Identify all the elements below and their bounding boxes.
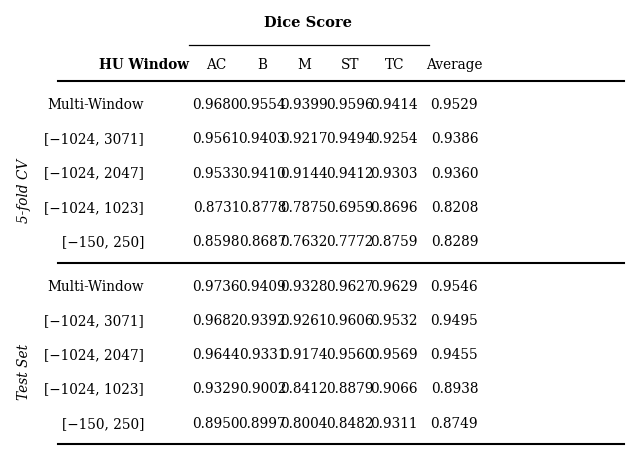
Text: 0.9736: 0.9736: [193, 280, 240, 294]
Text: 0.9554: 0.9554: [239, 98, 286, 112]
Text: 0.8879: 0.8879: [326, 382, 374, 396]
Text: [−1024, 3071]: [−1024, 3071]: [44, 132, 144, 146]
Text: 0.9455: 0.9455: [431, 348, 478, 362]
Text: 0.8208: 0.8208: [431, 201, 478, 215]
Text: 0.9311: 0.9311: [371, 417, 418, 431]
Text: 0.9331: 0.9331: [239, 348, 286, 362]
Text: 0.9596: 0.9596: [326, 98, 374, 112]
Text: 0.8950: 0.8950: [193, 417, 240, 431]
Text: 0.8004: 0.8004: [280, 417, 328, 431]
Text: 0.9412: 0.9412: [326, 167, 374, 181]
Text: 0.9546: 0.9546: [431, 280, 478, 294]
Text: 0.9680: 0.9680: [193, 98, 240, 112]
Text: 0.9254: 0.9254: [371, 132, 418, 146]
Text: 0.9217: 0.9217: [280, 132, 328, 146]
Text: 0.9495: 0.9495: [431, 314, 478, 328]
Text: 0.8997: 0.8997: [239, 417, 286, 431]
Text: 0.8938: 0.8938: [431, 382, 478, 396]
Text: B: B: [257, 58, 268, 72]
Text: 0.7875: 0.7875: [280, 201, 328, 215]
Text: [−1024, 1023]: [−1024, 1023]: [44, 201, 144, 215]
Text: 0.9569: 0.9569: [371, 348, 418, 362]
Text: 0.9392: 0.9392: [239, 314, 286, 328]
Text: 0.9410: 0.9410: [239, 167, 286, 181]
Text: 5-fold CV: 5-fold CV: [17, 158, 31, 223]
Text: [−1024, 1023]: [−1024, 1023]: [44, 382, 144, 396]
Text: 0.9409: 0.9409: [239, 280, 286, 294]
Text: 0.9494: 0.9494: [326, 132, 374, 146]
Text: AC: AC: [206, 58, 227, 72]
Text: 0.9561: 0.9561: [193, 132, 240, 146]
Text: 0.8696: 0.8696: [371, 201, 418, 215]
Text: 0.9403: 0.9403: [239, 132, 286, 146]
Text: 0.9144: 0.9144: [280, 167, 328, 181]
Text: 0.9261: 0.9261: [280, 314, 328, 328]
Text: 0.9386: 0.9386: [431, 132, 478, 146]
Text: 0.9174: 0.9174: [280, 348, 328, 362]
Text: 0.9303: 0.9303: [371, 167, 418, 181]
Text: 0.9399: 0.9399: [280, 98, 328, 112]
Text: 0.9532: 0.9532: [371, 314, 418, 328]
Text: 0.8749: 0.8749: [431, 417, 478, 431]
Text: 0.7632: 0.7632: [280, 235, 328, 249]
Text: Average: Average: [426, 58, 483, 72]
Text: 0.9329: 0.9329: [193, 382, 240, 396]
Text: 0.8598: 0.8598: [193, 235, 240, 249]
Text: 0.6959: 0.6959: [326, 201, 374, 215]
Text: 0.9682: 0.9682: [193, 314, 240, 328]
Text: 0.9560: 0.9560: [326, 348, 374, 362]
Text: 0.9627: 0.9627: [326, 280, 374, 294]
Text: 0.9066: 0.9066: [371, 382, 418, 396]
Text: 0.9644: 0.9644: [193, 348, 240, 362]
Text: Multi-Window: Multi-Window: [47, 98, 144, 112]
Text: 0.8759: 0.8759: [371, 235, 418, 249]
Text: HU Window: HU Window: [99, 58, 189, 72]
Text: Dice Score: Dice Score: [264, 16, 353, 30]
Text: 0.9629: 0.9629: [371, 280, 418, 294]
Text: [−1024, 2047]: [−1024, 2047]: [44, 348, 144, 362]
Text: [−150, 250]: [−150, 250]: [61, 235, 144, 249]
Text: ST: ST: [341, 58, 359, 72]
Text: 0.9533: 0.9533: [193, 167, 240, 181]
Text: 0.8778: 0.8778: [239, 201, 286, 215]
Text: 0.9328: 0.9328: [280, 280, 328, 294]
Text: Test Set: Test Set: [17, 344, 31, 400]
Text: Multi-Window: Multi-Window: [47, 280, 144, 294]
Text: 0.9606: 0.9606: [326, 314, 374, 328]
Text: [−1024, 2047]: [−1024, 2047]: [44, 167, 144, 181]
Text: 0.8687: 0.8687: [239, 235, 286, 249]
Text: [−1024, 3071]: [−1024, 3071]: [44, 314, 144, 328]
Text: 0.9414: 0.9414: [371, 98, 418, 112]
Text: 0.8731: 0.8731: [193, 201, 240, 215]
Text: 0.9529: 0.9529: [431, 98, 478, 112]
Text: 0.9360: 0.9360: [431, 167, 478, 181]
Text: [−150, 250]: [−150, 250]: [61, 417, 144, 431]
Text: 0.7772: 0.7772: [326, 235, 374, 249]
Text: 0.8482: 0.8482: [326, 417, 374, 431]
Text: 0.8289: 0.8289: [431, 235, 478, 249]
Text: M: M: [297, 58, 311, 72]
Text: 0.8412: 0.8412: [280, 382, 328, 396]
Text: 0.9002: 0.9002: [239, 382, 286, 396]
Text: TC: TC: [385, 58, 404, 72]
